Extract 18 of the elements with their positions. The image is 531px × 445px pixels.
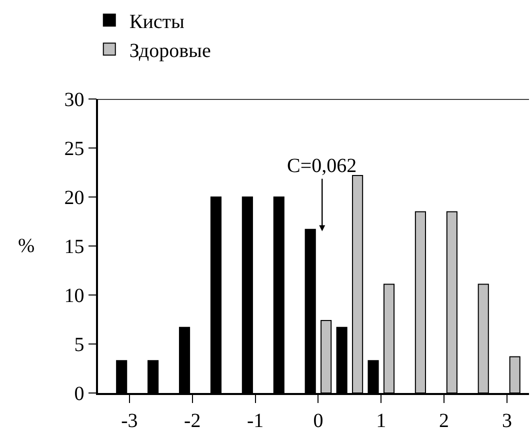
y-tick-label: 20 — [64, 187, 84, 209]
y-axis-title: % — [18, 235, 35, 257]
y-tick-label: 15 — [64, 236, 84, 258]
legend-label: Здоровые — [129, 40, 211, 62]
y-tick-label: 30 — [64, 89, 84, 111]
x-tick-label: -1 — [246, 410, 264, 432]
y-tick-label: 25 — [64, 138, 84, 160]
x-tick-label: -3 — [121, 410, 138, 432]
y-tick-label: 0 — [74, 383, 84, 405]
x-tick-label: 0 — [313, 410, 324, 432]
y-tick-label: 10 — [64, 285, 84, 307]
legend-label: Кисты — [129, 10, 184, 33]
x-tick-label: 2 — [439, 410, 450, 432]
annotation: C=0,062 — [287, 155, 357, 177]
x-tick-label: -2 — [184, 410, 201, 432]
y-tick-label: 5 — [74, 334, 84, 356]
x-tick-label: 3 — [502, 410, 512, 432]
x-tick-label: 1 — [376, 410, 386, 432]
